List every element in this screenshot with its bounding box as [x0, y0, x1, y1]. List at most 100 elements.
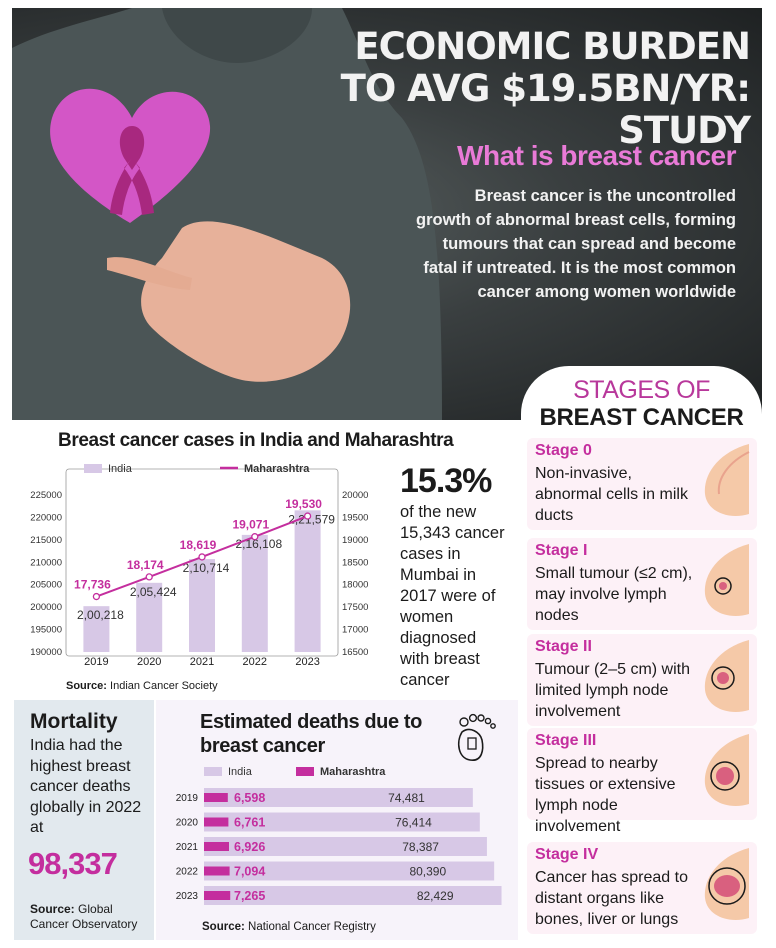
stage-description: Tumour (2–5 cm) with limited lymph node …: [535, 661, 690, 720]
stage-description: Small tumour (≤2 cm), may involve lymph …: [535, 565, 693, 624]
cases-source-label: Source:: [66, 680, 107, 692]
stage-1-card: Stage I Small tumour (≤2 cm), may involv…: [527, 538, 757, 630]
india-bar: [204, 861, 495, 881]
mortality-panel: Mortality India had the highest breast c…: [14, 700, 154, 940]
maharashtra-value-label: 18,619: [180, 538, 217, 552]
foot-tag-icon: [457, 713, 496, 761]
y-left-tick-label: 220000: [30, 512, 62, 523]
legend-india-label: India: [108, 463, 133, 475]
y-left-tick-label: 215000: [30, 535, 62, 546]
stat-text: of the new 15,343 cancer cases in Mumbai…: [400, 503, 505, 689]
stage-0-card: Stage 0 Non-invasive, abnormal cells in …: [527, 438, 757, 530]
deaths-panel: Estimated deaths due to breast cancer In…: [156, 700, 518, 940]
maharashtra-point: [92, 592, 101, 601]
india-bar: [204, 812, 480, 832]
mortality-text: India had the highest breast cancer deat…: [30, 737, 142, 836]
stage-4-card: Stage IV Cancer has spread to distant or…: [527, 842, 757, 934]
breast-tumour-illustration-icon: [704, 640, 749, 712]
y-right-tick-label: 20000: [342, 490, 368, 501]
legend-maharashtra-swatch: [296, 767, 314, 776]
breast-illustration-icon: [704, 444, 750, 516]
cases-chart-title: Breast cancer cases in India and Maharas…: [58, 430, 454, 451]
legend-india-swatch: [84, 464, 102, 473]
y-right-tick-label: 17500: [342, 602, 368, 613]
cases-chart: 190000 195000 200000 205000 210000 215000 2200…: [30, 463, 368, 668]
india-value-label: 2,00,218: [77, 608, 124, 622]
india-value-label: 2,05,424: [130, 585, 177, 599]
deaths-chart-title: Estimated deaths due to breast cancer: [200, 711, 422, 757]
x-tick-label: 2023: [295, 656, 319, 668]
stage-description: Cancer has spread to distant organs like…: [535, 869, 688, 928]
maharashtra-point: [145, 573, 153, 581]
maharashtra-point: [251, 533, 259, 541]
x-tick-label: 2020: [137, 656, 161, 668]
deaths-chart: India Maharashtra 2019 74,481 6,598 2020 76,41…: [176, 766, 502, 905]
mortality-source: Source: Global Cancer Observatory: [30, 902, 150, 932]
maharashtra-value-label: 6,761: [234, 816, 265, 830]
india-bar: [83, 606, 110, 652]
mortality-title: Mortality: [30, 710, 118, 733]
y-left-tick-label: 190000: [30, 647, 62, 658]
stage-name: Stage II: [535, 638, 592, 655]
stage-name: Stage I: [535, 542, 588, 559]
maharashtra-value-label: 6,926: [234, 840, 265, 854]
deaths-source: Source: National Cancer Registry: [202, 921, 376, 933]
legend-maharashtra-label: Maharashtra: [320, 766, 386, 778]
stage-name: Stage IV: [535, 846, 599, 863]
maharashtra-bar: [204, 793, 228, 802]
ribbon-icon: [110, 126, 154, 215]
y-tick-label: 2021: [176, 842, 199, 853]
india-value-label: 76,414: [395, 816, 432, 830]
stage-2-card: Stage II Tumour (2–5 cm) with limited ly…: [527, 634, 757, 726]
stage-name: Stage 0: [535, 442, 592, 459]
headline: ECONOMIC BURDEN TO AVG $19.5BN/YR: STUDY: [340, 25, 751, 152]
stage-description: Spread to nearby tissues or extensive ly…: [535, 755, 676, 835]
cases-source: Source: Indian Cancer Society: [66, 680, 218, 692]
y-tick-label: 2022: [176, 867, 199, 878]
india-value-label: 74,481: [388, 791, 425, 805]
breast-tumour-illustration-icon: [704, 544, 749, 616]
x-tick-label: 2019: [84, 656, 108, 668]
y-right-tick-label: 19500: [342, 512, 368, 523]
x-tick-label: 2021: [190, 656, 214, 668]
y-left-tick-label: 225000: [30, 490, 62, 501]
india-bar: [241, 534, 268, 652]
hero-photo: [12, 8, 442, 420]
india-value-label: 2,16,108: [235, 537, 282, 551]
y-right-tick-label: 17000: [342, 625, 368, 636]
y-tick-label: 2019: [176, 793, 199, 804]
what-is-body: Breast cancer is the uncontrolled growth…: [416, 187, 736, 301]
maharashtra-value-label: 6,598: [234, 791, 265, 805]
maharashtra-value-label: 19,530: [285, 497, 322, 511]
mortality-source-text: Global Cancer Observatory: [30, 902, 138, 931]
deaths-source-text: National Cancer Registry: [248, 921, 376, 933]
y-left-tick-label: 195000: [30, 625, 62, 636]
india-bar: [189, 559, 215, 652]
legend-india-label: India: [228, 766, 253, 778]
maharashtra-point: [198, 553, 206, 561]
y-tick-label: 2020: [176, 818, 199, 829]
mortality-source-label: Source:: [30, 902, 75, 916]
hero-banner: ECONOMIC BURDEN TO AVG $19.5BN/YR: STUDY…: [12, 8, 762, 420]
stages-panel: STAGES OF BREAST CANCER Stage 0 Non-inva…: [521, 366, 762, 940]
y-right-tick-label: 18000: [342, 580, 368, 591]
y-left-tick-label: 205000: [30, 580, 62, 591]
stat-value: 15.3%: [400, 462, 492, 500]
maharashtra-value-label: 17,736: [74, 578, 111, 592]
mortality-value: 98,337: [28, 846, 118, 881]
cases-source-text: Indian Cancer Society: [110, 680, 218, 692]
maharashtra-value-label: 19,071: [232, 518, 269, 532]
deaths-source-label: Source:: [202, 921, 245, 933]
x-tick-label: 2022: [243, 656, 267, 668]
maharashtra-bar: [204, 842, 229, 851]
maharashtra-bar: [204, 866, 230, 876]
india-value-label: 2,10,714: [183, 561, 230, 575]
stages-heading-line2: BREAST CANCER: [539, 404, 744, 431]
breast-tumour-illustration-icon: [704, 734, 749, 806]
y-tick-label: 2023: [176, 891, 199, 902]
india-bar: [204, 788, 473, 807]
stage-3-card: Stage III Spread to nearby tissues or ex…: [527, 728, 757, 835]
india-value-label: 80,390: [409, 865, 446, 879]
stage-name: Stage III: [535, 732, 597, 749]
y-right-tick-label: 16500: [342, 647, 368, 658]
